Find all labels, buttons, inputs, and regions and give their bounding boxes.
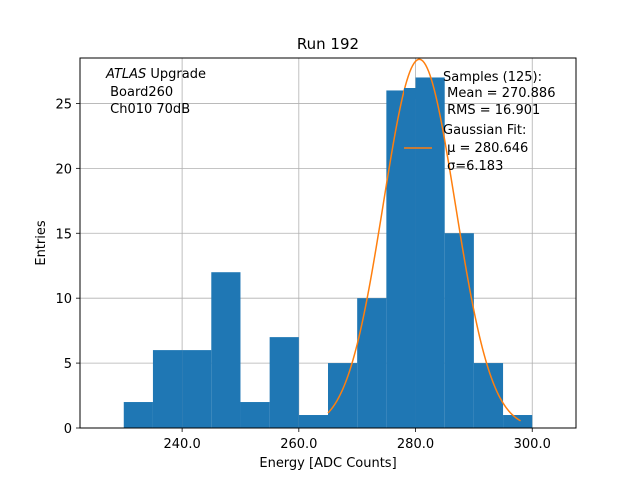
gaussian-fit-curve xyxy=(327,58,521,422)
legend-samples-swatch xyxy=(404,88,432,99)
y-tick-label: 5 xyxy=(64,357,72,372)
histogram-bar xyxy=(503,415,533,428)
legend-fit-sigma: σ=6.183 xyxy=(447,159,503,174)
y-tick-label: 0 xyxy=(64,422,72,437)
y-tick-label: 10 xyxy=(55,292,72,307)
svg-text:ATLAS Upgrade: ATLAS Upgrade xyxy=(105,67,206,82)
histogram-bar xyxy=(298,415,328,428)
histogram-bar xyxy=(123,402,153,428)
legend-fit-mu: μ = 280.646 xyxy=(443,141,528,156)
histogram-bars xyxy=(123,77,533,428)
axis-ticks: 240.0 260.0 280.0 300.0 0 5 10 15 20 25 xyxy=(55,97,550,452)
histogram-bar xyxy=(386,90,416,428)
histogram-bar xyxy=(328,363,358,428)
histogram-bar xyxy=(240,402,270,428)
histogram-bar xyxy=(444,233,474,428)
chart-title: Run 192 xyxy=(297,35,359,53)
annotation-channel: Ch010 70dB xyxy=(106,102,190,117)
y-tick-label: 20 xyxy=(55,162,72,177)
plot-frame xyxy=(79,57,577,429)
legend-samples-title: Samples (125): xyxy=(443,70,542,85)
annotation-board: Board260 xyxy=(106,85,173,100)
x-axis-label: Energy [ADC Counts] xyxy=(259,456,396,471)
fit-curve-layer xyxy=(327,58,521,422)
x-tick-label: 260.0 xyxy=(280,437,317,452)
annotation-suffix: Upgrade xyxy=(146,67,206,82)
y-axis-label: Entries xyxy=(34,220,49,266)
histogram-bar xyxy=(211,272,241,428)
y-tick-label: 25 xyxy=(55,97,72,112)
histogram-bar xyxy=(415,77,445,428)
histogram-bar xyxy=(269,337,299,428)
y-tick-label: 15 xyxy=(55,227,72,242)
annotation-block: ATLAS Upgrade Board260 Ch010 70dB xyxy=(105,67,206,117)
legend: Samples (125): Mean = 270.886 RMS = 16.9… xyxy=(404,70,555,174)
x-tick-label: 280.0 xyxy=(397,437,434,452)
annotation-experiment: ATLAS xyxy=(105,67,146,82)
histogram-bar xyxy=(182,350,212,428)
legend-fit-title: Gaussian Fit: xyxy=(443,123,526,138)
x-tick-label: 300.0 xyxy=(514,437,551,452)
histogram-bar xyxy=(357,298,387,428)
legend-samples-mean: Mean = 270.886 xyxy=(443,86,555,101)
histogram-bar xyxy=(152,350,183,428)
x-tick-label: 240.0 xyxy=(164,437,201,452)
legend-samples-rms: RMS = 16.901 xyxy=(443,103,540,118)
